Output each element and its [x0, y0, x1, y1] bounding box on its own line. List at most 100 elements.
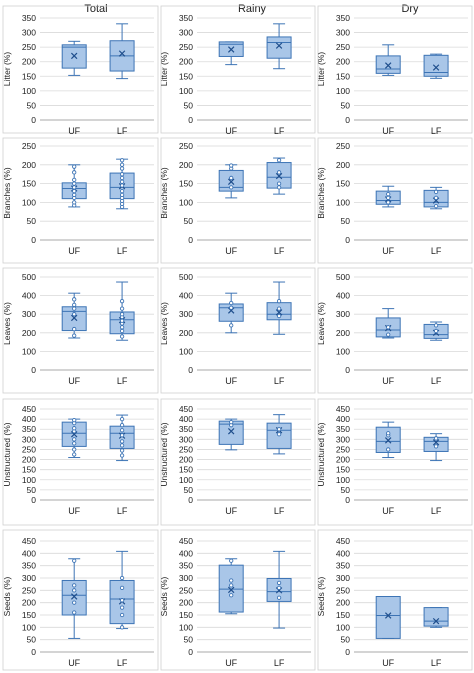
- panel-frame: [317, 529, 473, 671]
- y-tick-label: 0: [345, 365, 350, 375]
- x-category-label: UF: [382, 658, 394, 668]
- y-tick-label: 200: [22, 455, 36, 465]
- y-tick-label: 250: [22, 444, 36, 454]
- y-tick-label: 200: [22, 598, 36, 608]
- y-tick-label: 0: [31, 647, 36, 657]
- box-uf: [375, 596, 401, 639]
- x-category-label: LF: [274, 246, 285, 256]
- box-lf: [109, 414, 135, 462]
- y-tick-label: 300: [179, 309, 193, 319]
- box-lf: [423, 321, 449, 341]
- y-axis-label: Unstructured (%): [2, 422, 12, 486]
- y-tick-label: 350: [179, 424, 193, 434]
- box-uf: [218, 558, 244, 615]
- panel-frame: [160, 398, 316, 526]
- y-tick-label: 50: [184, 635, 194, 645]
- y-tick-label: 50: [341, 485, 351, 495]
- data-point: [276, 185, 282, 190]
- data-point: [72, 306, 77, 311]
- y-tick-label: 150: [179, 179, 193, 189]
- y-tick-label: 200: [22, 160, 36, 170]
- panel-total-branches: 0 50 100 150 200 250 Branches (%) UF LF: [2, 137, 159, 264]
- data-point: [276, 299, 282, 304]
- x-category-label: UF: [225, 658, 237, 668]
- y-axis-label: Branches (%): [159, 167, 169, 219]
- data-point: [119, 175, 125, 181]
- y-tick-label: 350: [22, 13, 36, 23]
- data-point: [72, 452, 77, 457]
- data-point: [119, 423, 125, 428]
- y-tick-label: 0: [345, 647, 350, 657]
- y-axis-label: Litter (%): [2, 52, 12, 87]
- y-tick-label: 50: [341, 635, 351, 645]
- y-tick-label: 100: [336, 475, 350, 485]
- data-point: [276, 595, 282, 600]
- mean-marker: [70, 431, 78, 438]
- mean-marker: [118, 50, 126, 57]
- panel-total-seeds: 0 50 100 150 200 250 300 350 400 450 Seeds (%) UF LF: [2, 529, 159, 671]
- x-category-label: LF: [117, 658, 128, 668]
- x-category-label: LF: [274, 376, 285, 386]
- y-tick-label: 150: [179, 465, 193, 475]
- y-tick-label: 250: [179, 444, 193, 454]
- y-tick-label: 0: [345, 235, 350, 245]
- data-point: [72, 583, 77, 588]
- panel-frame: [317, 398, 473, 526]
- y-tick-label: 250: [179, 42, 193, 52]
- y-tick-label: 200: [336, 160, 350, 170]
- box-uf: [218, 418, 244, 451]
- data-point: [276, 170, 282, 175]
- data-point: [72, 192, 77, 198]
- data-point: [72, 326, 77, 332]
- x-category-label: UF: [68, 658, 80, 668]
- data-point: [433, 328, 439, 334]
- data-point: [119, 166, 125, 171]
- y-tick-label: 250: [336, 141, 350, 151]
- box-uf: [61, 558, 87, 639]
- mean-marker: [70, 314, 78, 322]
- data-point: [229, 558, 234, 563]
- y-tick-label: 250: [336, 42, 350, 52]
- data-point: [119, 334, 125, 339]
- x-category-label: LF: [431, 658, 442, 668]
- y-tick-label: 50: [27, 635, 37, 645]
- box-lf: [266, 23, 292, 70]
- box-lf: [423, 53, 449, 79]
- mean-marker: [432, 64, 440, 71]
- data-point: [72, 417, 77, 423]
- y-tick-label: 300: [22, 573, 36, 583]
- mean-marker: [227, 428, 235, 435]
- y-tick-label: 0: [188, 495, 193, 505]
- y-axis-label: Litter (%): [316, 52, 326, 87]
- y-axis-label: Leaves (%): [316, 302, 326, 345]
- y-tick-label: 100: [22, 86, 36, 96]
- box-lf: [266, 281, 292, 335]
- data-point: [72, 188, 77, 194]
- column-titles: Total Rainy Dry: [84, 3, 419, 15]
- mean-marker: [275, 42, 283, 49]
- data-point: [72, 441, 77, 446]
- iqr-box: [266, 36, 292, 59]
- y-tick-label: 350: [22, 561, 36, 571]
- box-lf: [109, 158, 135, 210]
- data-point: [276, 313, 282, 319]
- data-point: [119, 448, 125, 453]
- y-tick-label: 0: [31, 235, 36, 245]
- data-point: [276, 427, 282, 432]
- data-point: [386, 200, 391, 205]
- box-lf: [109, 550, 135, 630]
- x-category-label: LF: [431, 126, 442, 136]
- y-tick-label: 100: [179, 197, 193, 207]
- y-tick-label: 200: [179, 455, 193, 465]
- y-tick-label: 200: [179, 328, 193, 338]
- iqr-box: [375, 55, 401, 74]
- data-point: [229, 323, 234, 328]
- data-point: [119, 585, 125, 591]
- y-tick-label: 200: [179, 57, 193, 67]
- x-category-label: LF: [431, 376, 442, 386]
- y-tick-label: 150: [336, 465, 350, 475]
- y-tick-label: 300: [22, 28, 36, 38]
- y-tick-label: 400: [22, 548, 36, 558]
- y-tick-label: 350: [22, 424, 36, 434]
